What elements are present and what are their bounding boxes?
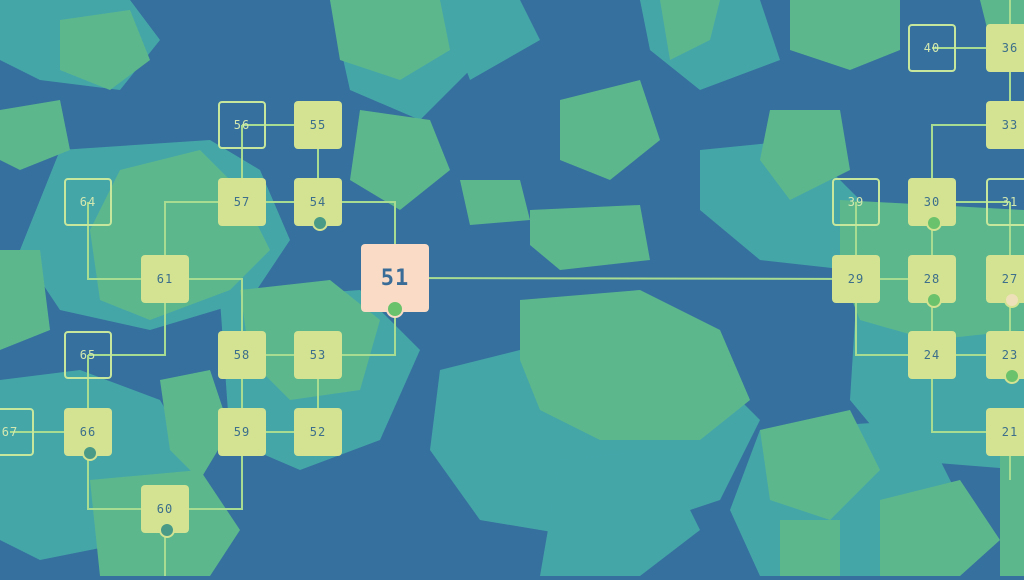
level-node-54[interactable]: 54 <box>294 178 342 231</box>
level-node-36[interactable]: 36 <box>986 24 1024 72</box>
level-number: 61 <box>156 272 174 286</box>
level-number: 39 <box>847 195 865 209</box>
dot-icon <box>926 292 942 308</box>
gem-icon <box>82 445 98 461</box>
level-path <box>394 277 857 280</box>
level-node-56[interactable]: 56 <box>218 101 266 149</box>
level-path <box>88 279 166 356</box>
level-node-28[interactable]: 28 <box>908 255 956 308</box>
level-number: 24 <box>923 348 941 362</box>
level-number: 21 <box>1001 425 1019 439</box>
dot-icon <box>1004 368 1020 384</box>
level-number: 36 <box>1001 41 1019 55</box>
level-node-30[interactable]: 30 <box>908 178 956 231</box>
level-node-29[interactable]: 29 <box>832 255 880 303</box>
level-path <box>165 432 243 510</box>
level-path <box>87 202 165 280</box>
level-number: 58 <box>233 348 251 362</box>
dot-icon <box>1004 292 1020 308</box>
level-node-31[interactable]: 31 <box>986 178 1024 226</box>
level-number: 65 <box>79 348 97 362</box>
level-node-61[interactable]: 61 <box>141 255 189 303</box>
level-node-55[interactable]: 55 <box>294 101 342 149</box>
level-number: 59 <box>233 425 251 439</box>
level-number: 29 <box>847 272 865 286</box>
level-number: 27 <box>1001 272 1019 286</box>
level-number: 57 <box>233 195 251 209</box>
level-path <box>165 278 243 355</box>
level-number: 56 <box>233 118 251 132</box>
level-node-23[interactable]: 23 <box>986 331 1024 384</box>
level-number: 23 <box>1001 348 1019 362</box>
level-node-51[interactable]: 51 <box>361 244 429 318</box>
level-node-39[interactable]: 39 <box>832 178 880 226</box>
level-node-53[interactable]: 53 <box>294 331 342 379</box>
level-node-58[interactable]: 58 <box>218 331 266 379</box>
level-path <box>164 201 242 279</box>
level-number: 67 <box>1 425 19 439</box>
level-number: 64 <box>79 195 97 209</box>
level-node-21[interactable]: 21 <box>986 408 1024 456</box>
level-path <box>931 124 1010 202</box>
level-node-59[interactable]: 59 <box>218 408 266 456</box>
level-path <box>855 279 932 356</box>
gem-icon <box>312 215 328 231</box>
level-node-60[interactable]: 60 <box>141 485 189 538</box>
level-number: 66 <box>79 425 97 439</box>
dot-icon <box>386 300 404 318</box>
level-node-67[interactable]: 67 <box>0 408 34 456</box>
level-node-52[interactable]: 52 <box>294 408 342 456</box>
level-node-57[interactable]: 57 <box>218 178 266 226</box>
level-number: 30 <box>923 195 941 209</box>
level-number: 40 <box>923 41 941 55</box>
level-node-66[interactable]: 66 <box>64 408 112 461</box>
level-node-33[interactable]: 33 <box>986 101 1024 149</box>
level-node-65[interactable]: 65 <box>64 331 112 379</box>
level-number: 31 <box>1001 195 1019 209</box>
level-node-40[interactable]: 40 <box>908 24 956 72</box>
level-number: 51 <box>380 265 410 291</box>
level-number: 60 <box>156 502 174 516</box>
level-number: 54 <box>309 195 327 209</box>
level-number: 33 <box>1001 118 1019 132</box>
level-node-24[interactable]: 24 <box>908 331 956 379</box>
level-node-27[interactable]: 27 <box>986 255 1024 308</box>
level-number: 52 <box>309 425 327 439</box>
level-number: 28 <box>923 272 941 286</box>
level-number: 55 <box>309 118 327 132</box>
dot-icon <box>926 215 942 231</box>
level-node-64[interactable]: 64 <box>64 178 112 226</box>
level-path <box>931 355 1010 433</box>
gem-icon <box>159 522 175 538</box>
level-number: 53 <box>309 348 327 362</box>
